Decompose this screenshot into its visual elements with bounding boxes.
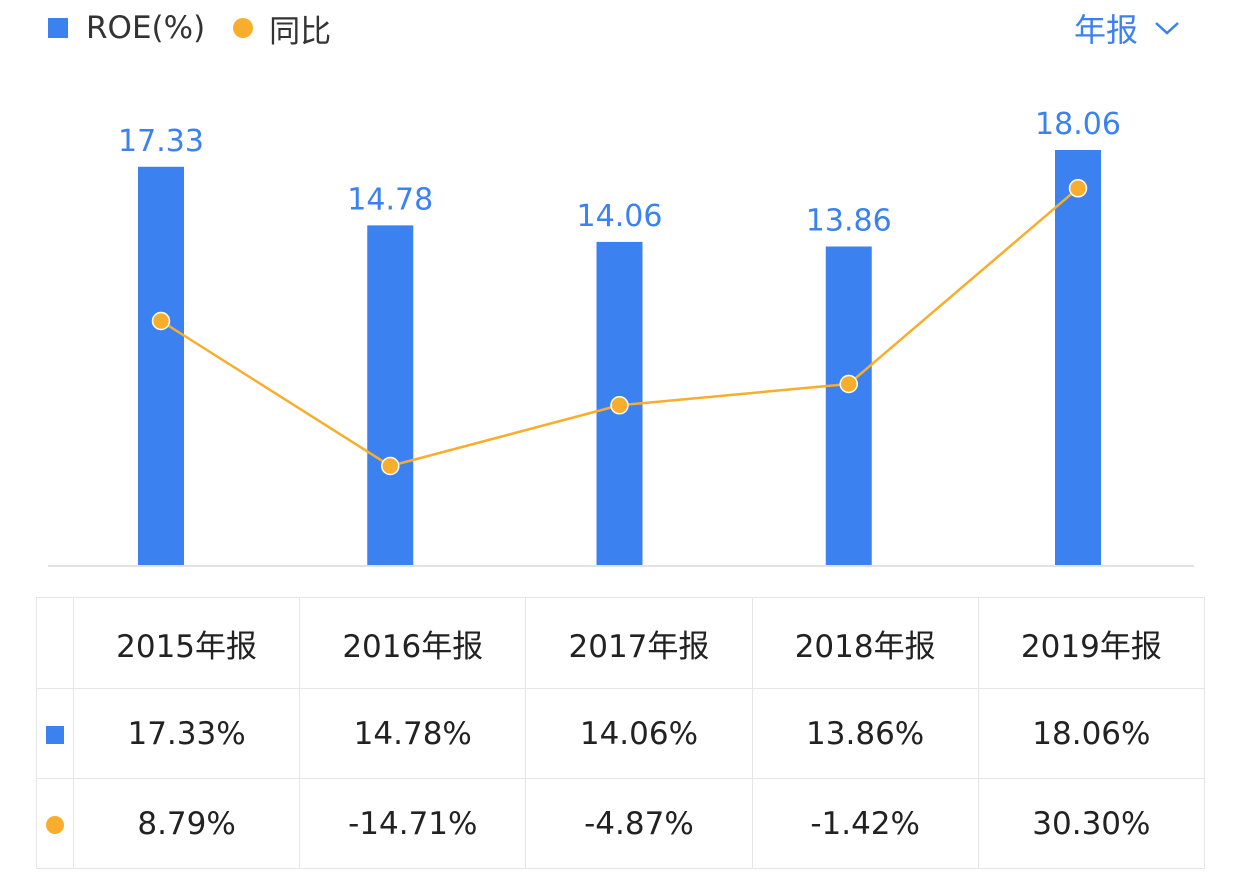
yoy-point-0[interactable] <box>153 313 170 330</box>
yoy-row-marker <box>46 816 64 834</box>
yoy-point-2[interactable] <box>611 397 628 414</box>
data-table: 2015年报 2016年报 2017年报 2018年报 2019年报 17.33… <box>36 597 1205 869</box>
roe-cell-2017: 14.06% <box>526 689 752 779</box>
roe-cell-2015: 17.33% <box>74 689 300 779</box>
yoy-point-4[interactable] <box>1070 180 1087 197</box>
header-cell-2015: 2015年报 <box>74 598 300 689</box>
roe-bar-label-2: 14.06 <box>577 199 663 234</box>
yoy-cell-2018: -1.42% <box>752 779 978 869</box>
roe-bar-label-0: 17.33 <box>118 124 204 159</box>
yoy-point-3[interactable] <box>840 375 857 392</box>
header-cell-2016: 2016年报 <box>300 598 526 689</box>
roe-cell-2019: 18.06% <box>978 689 1204 779</box>
roe-bar-label-3: 13.86 <box>806 204 892 239</box>
roe-bar-0[interactable] <box>138 167 184 565</box>
roe-cell-2016: 14.78% <box>300 689 526 779</box>
table-row-yoy: 8.79% -14.71% -4.87% -1.42% 30.30% <box>37 779 1205 869</box>
table-header-row: 2015年报 2016年报 2017年报 2018年报 2019年报 <box>37 598 1205 689</box>
yoy-cell-2016: -14.71% <box>300 779 526 869</box>
yoy-point-1[interactable] <box>382 457 399 474</box>
yoy-row-marker-cell <box>37 779 74 869</box>
header-cell-2018: 2018年报 <box>752 598 978 689</box>
roe-bar-label-4: 18.06 <box>1035 107 1121 142</box>
header-cell-2019: 2019年报 <box>978 598 1204 689</box>
header-corner-cell <box>37 598 74 689</box>
roe-row-marker <box>46 726 64 744</box>
roe-bar-3[interactable] <box>826 247 872 565</box>
roe-bar-1[interactable] <box>367 225 413 565</box>
yoy-cell-2015: 8.79% <box>74 779 300 869</box>
yoy-cell-2019: 30.30% <box>978 779 1204 869</box>
roe-cell-2018: 13.86% <box>752 689 978 779</box>
header-cell-2017: 2017年报 <box>526 598 752 689</box>
table-row-roe: 17.33% 14.78% 14.06% 13.86% 18.06% <box>37 689 1205 779</box>
roe-bar-label-1: 14.78 <box>347 182 433 217</box>
roe-row-marker-cell <box>37 689 74 779</box>
roe-chart: 17.33 14.78 14.06 13.86 18.06 <box>0 0 1242 580</box>
roe-bar-4[interactable] <box>1055 150 1101 565</box>
yoy-cell-2017: -4.87% <box>526 779 752 869</box>
